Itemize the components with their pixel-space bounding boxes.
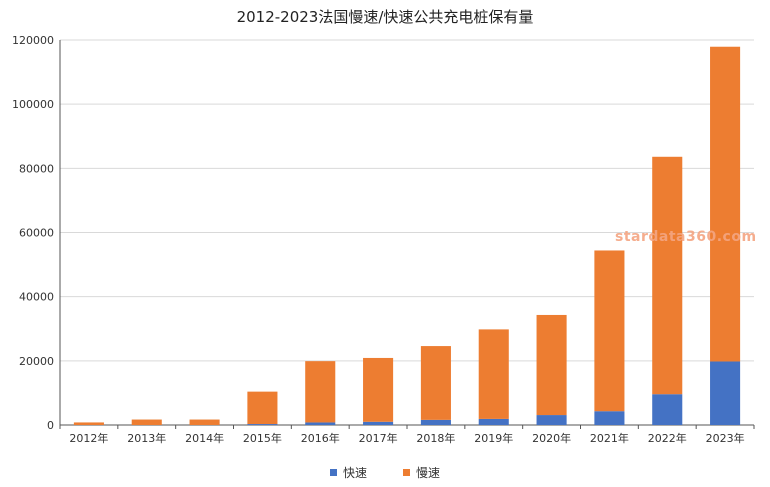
x-tick-label-11: 2023年	[706, 431, 745, 445]
x-tick-label-9: 2021年	[590, 431, 629, 445]
bar-fast-10	[652, 394, 683, 425]
legend-item-fast[interactable]: 快速	[329, 464, 367, 481]
x-tick-label-3: 2015年	[243, 431, 282, 445]
x-tick-label-4: 2016年	[301, 431, 340, 445]
y-tick-label-4: 80000	[19, 162, 54, 175]
y-tick-label-3: 60000	[19, 227, 54, 240]
bar-slow-8	[536, 314, 567, 416]
y-tick-label-2: 40000	[19, 291, 54, 304]
bar-fast-11	[710, 361, 741, 425]
x-tick-label-1: 2013年	[127, 431, 166, 445]
bar-slow-7	[478, 329, 509, 419]
y-tick-label-6: 120000	[12, 34, 54, 47]
bar-fast-7	[478, 418, 509, 425]
x-tick-label-8: 2020年	[532, 431, 571, 445]
bar-slow-2	[189, 419, 220, 425]
bar-slow-6	[420, 346, 451, 420]
bar-fast-4	[305, 422, 336, 425]
watermark-text: stardata360.com	[615, 229, 757, 245]
bar-slow-9	[594, 250, 625, 412]
bar-fast-5	[363, 421, 394, 425]
y-tick-label-1: 20000	[19, 355, 54, 368]
x-tick-label-10: 2022年	[648, 431, 687, 445]
bar-slow-5	[363, 357, 394, 422]
x-tick-label-7: 2019年	[474, 431, 513, 445]
bar-fast-6	[420, 419, 451, 425]
y-tick-label-0: 0	[47, 419, 54, 432]
x-tick-label-0: 2012年	[69, 431, 108, 445]
bar-slow-3	[247, 391, 278, 425]
bar-fast-9	[594, 411, 625, 425]
bar-slow-4	[305, 361, 336, 423]
bar-fast-3	[247, 424, 278, 425]
bar-slow-10	[652, 156, 683, 395]
x-tick-label-6: 2018年	[416, 431, 455, 445]
bar-slow-0	[73, 422, 104, 425]
bar-slow-11	[710, 46, 741, 362]
y-tick-label-5: 100000	[12, 98, 54, 111]
legend-label-slow: 慢速	[416, 466, 441, 480]
legend-swatch-fast	[329, 469, 337, 476]
legend-label-fast: 快速	[342, 466, 367, 480]
legend-swatch-slow	[403, 469, 410, 476]
legend-item-slow[interactable]: 慢速	[403, 464, 440, 481]
legend: 快速 慢速	[0, 464, 770, 481]
chart-title: 2012-2023法国慢速/快速公共充电桩保有量	[236, 8, 534, 26]
x-tick-label-2: 2014年	[185, 431, 224, 445]
bar-fast-8	[536, 415, 567, 425]
bar-slow-1	[131, 419, 162, 425]
x-tick-label-5: 2017年	[359, 431, 398, 445]
